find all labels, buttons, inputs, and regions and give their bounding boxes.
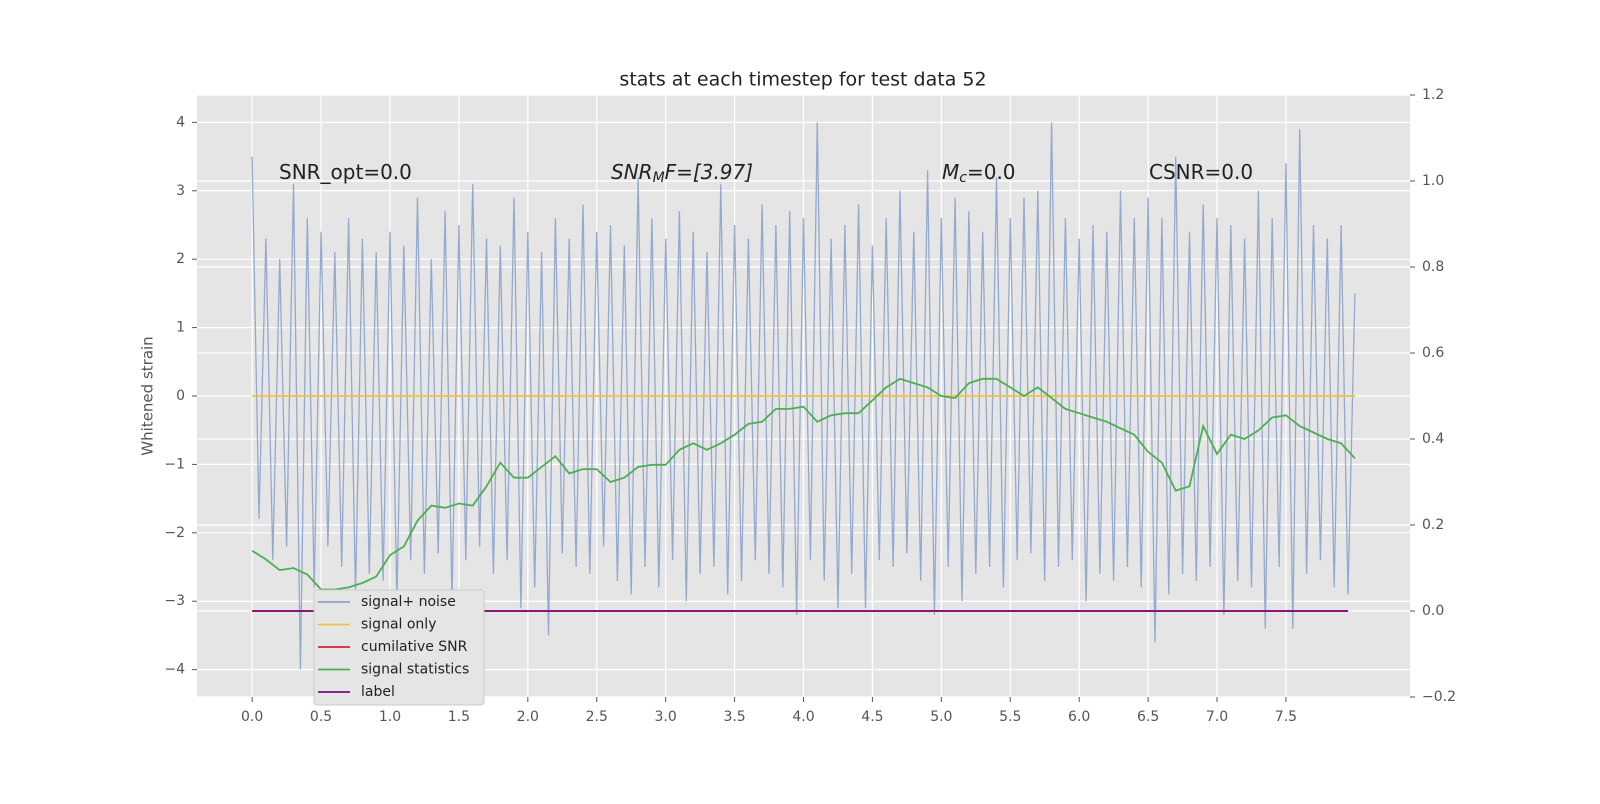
x-tick-label: 1.5 [448,709,470,725]
annotation: Mc=0.0 [942,160,1016,187]
y2-tick-label: −0.2 [1422,689,1456,705]
legend-label: signal only [361,617,436,633]
legend-label: label [361,684,395,700]
x-tick-label: 4.0 [792,709,814,725]
annotation-part: CSNR=0.0 [1149,160,1253,184]
legend-label: signal statistics [361,662,469,678]
annotation-part: SNR_opt=0.0 [279,160,412,184]
annotation: CSNR=0.0 [1149,160,1253,184]
annotation: SNRMF=[3.97] [611,160,753,187]
legend-label: signal+ noise [361,594,456,610]
y-tick-label: 2 [176,251,185,267]
x-tick-label: 4.5 [861,709,883,725]
y-tick-label: 1 [176,320,185,336]
y2-tick-label: 1.2 [1422,87,1444,103]
x-tick-label: 3.0 [655,709,677,725]
annotation-part: F=[3.97] [665,160,753,184]
x-tick-label: 2.0 [517,709,539,725]
x-tick-label: 7.5 [1275,709,1297,725]
chart-title: stats at each timestep for test data 52 [619,69,986,91]
y2-tick-label: 0.0 [1422,603,1444,619]
y-tick-label: −2 [164,525,185,541]
y2-tick-label: 0.4 [1422,431,1444,447]
series-line [251,122,1356,670]
x-tick-label: 5.5 [999,709,1021,725]
y2-tick-label: 0.8 [1422,259,1444,275]
x-tick-label: 6.5 [1137,709,1159,725]
x-tick-label: 3.5 [723,709,745,725]
x-tick-label: 5.0 [930,709,952,725]
annotation-part: SNR [611,160,653,184]
legend-label: cumilative SNR [361,639,468,655]
y-tick-label: 3 [176,183,185,199]
annotation: SNR_opt=0.0 [279,160,412,184]
x-tick-label: 0.5 [310,709,332,725]
x-tick-label: 0.0 [241,709,263,725]
y2-tick-label: 0.6 [1422,345,1444,361]
x-tick-label: 6.0 [1068,709,1090,725]
annotation-part: M [942,160,959,184]
annotation-part: =0.0 [967,160,1016,184]
x-tick-label: 2.5 [586,709,608,725]
series-line [251,377,1356,591]
y-tick-label: −3 [164,593,185,609]
y-axis-label: Whitened strain [139,336,157,455]
x-tick-label: 1.0 [379,709,401,725]
y-tick-label: 0 [176,388,185,404]
y-tick-label: −1 [164,456,185,472]
legend-box [313,589,485,706]
annotation-part: M [653,170,665,186]
x-tick-label: 7.0 [1206,709,1228,725]
y-tick-label: 4 [176,114,185,130]
annotation-part: c [959,170,967,186]
y-tick-label: −4 [164,662,185,678]
y2-tick-label: 0.2 [1422,517,1444,533]
y2-tick-label: 1.0 [1422,173,1444,189]
